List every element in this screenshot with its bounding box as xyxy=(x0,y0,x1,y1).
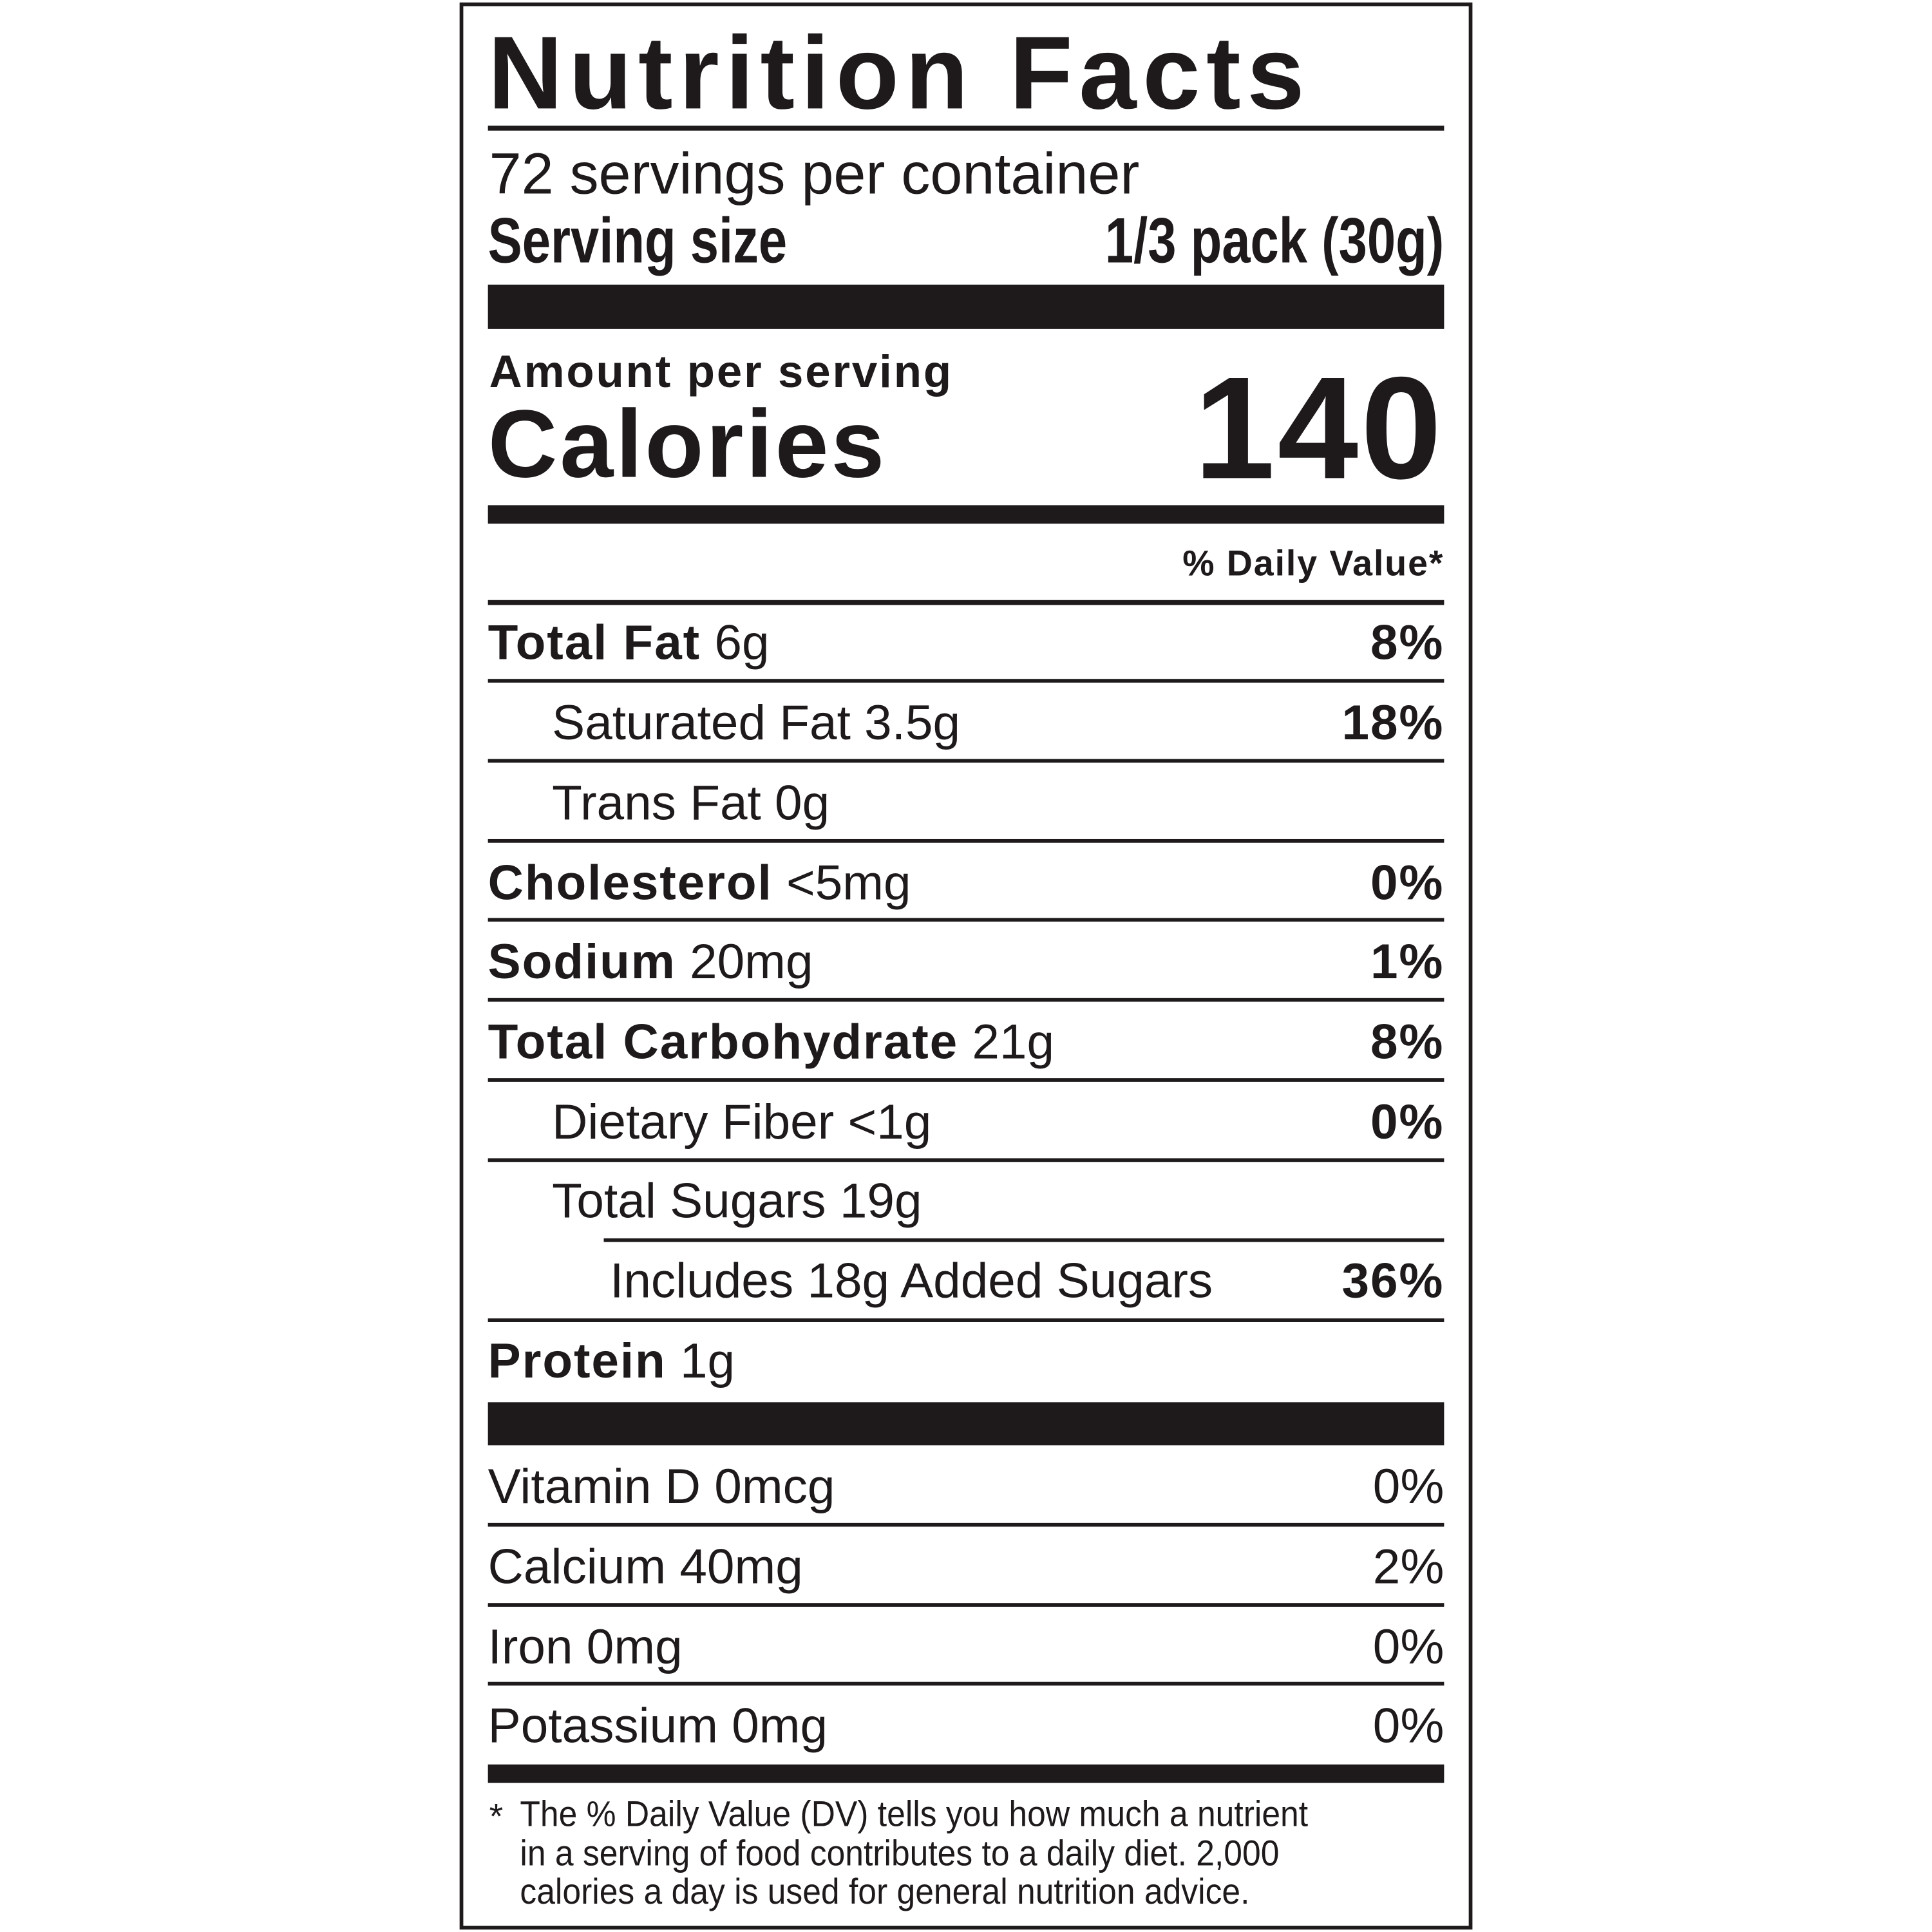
footnote-line: calories a day is used for general nutri… xyxy=(520,1873,1444,1913)
vitamin-name: Calcium 40mg xyxy=(488,1539,803,1594)
divider xyxy=(488,126,1444,131)
vitamin-row-vitamin-d: Vitamin D 0mcg 0% xyxy=(488,1457,1444,1519)
vitamin-row-potassium: Potassium 0mg 0% xyxy=(488,1696,1444,1757)
vitamin-name: Iron 0mg xyxy=(488,1620,683,1674)
nutrient-row-sodium: Sodium 20mg 1% xyxy=(488,931,1444,993)
nutrient-amount: 20mg xyxy=(690,934,813,989)
divider xyxy=(488,838,1444,843)
nutrient-name: Trans Fat 0g xyxy=(552,775,830,830)
nutrient-name: Protein xyxy=(488,1334,667,1388)
divider xyxy=(488,679,1444,683)
vitamin-row-calcium: Calcium 40mg 2% xyxy=(488,1537,1444,1598)
divider xyxy=(603,1238,1444,1242)
nutrient-name: Includes 18g Added Sugars xyxy=(610,1253,1213,1308)
divider xyxy=(488,918,1444,922)
footnote-asterisk: * xyxy=(489,1797,504,1837)
divider xyxy=(488,998,1444,1002)
footnote-text: calories a day is used for general nutri… xyxy=(520,1873,1250,1913)
vitamin-dv: 0% xyxy=(1372,1698,1444,1753)
divider xyxy=(488,1603,1444,1607)
vitamin-dv: 0% xyxy=(1372,1620,1444,1674)
footnote: The % Daily Value (DV) tells you how muc… xyxy=(520,1795,1444,1913)
nutrient-name: Total Fat xyxy=(488,615,701,670)
divider xyxy=(488,600,1444,605)
nutrient-row-total-sugars: Total Sugars 19g xyxy=(488,1171,1444,1233)
divider xyxy=(488,1158,1444,1162)
label-border xyxy=(459,2,1473,1930)
divider xyxy=(488,1522,1444,1527)
nutrient-name: Total Sugars 19g xyxy=(552,1173,922,1228)
amount-per-serving: Amount per serving xyxy=(489,346,953,397)
nutrient-dv: 36% xyxy=(1341,1253,1444,1308)
nutrient-amount: 21g xyxy=(972,1014,1055,1069)
nutrient-amount: 1g xyxy=(679,1334,735,1388)
servings-per-container: 72 servings per container xyxy=(489,140,1140,206)
serving-size-row: Serving size 1/3 pack (30g) xyxy=(488,207,1444,276)
nutrient-row-added-sugars: Includes 18g Added Sugars 36% xyxy=(488,1251,1444,1312)
divider xyxy=(488,1078,1444,1082)
footnote-line: in a serving of food contributes to a da… xyxy=(520,1835,1444,1874)
nutrient-dv: 0% xyxy=(1370,855,1444,910)
nutrient-name: Total Carbohydrate xyxy=(488,1014,959,1069)
nutrient-row-trans-fat: Trans Fat 0g xyxy=(488,773,1444,835)
nutrient-dv: 18% xyxy=(1341,696,1444,750)
vitamin-name: Vitamin D 0mcg xyxy=(488,1459,835,1514)
nutrient-row-saturated-fat: Saturated Fat 3.5g 18% xyxy=(488,692,1444,754)
vitamin-name: Potassium 0mg xyxy=(488,1698,828,1753)
footnote-text: The % Daily Value (DV) tells you how muc… xyxy=(520,1795,1309,1835)
divider xyxy=(488,1318,1444,1322)
nutrient-amount: 6g xyxy=(714,615,770,670)
footnote-text: in a serving of food contributes to a da… xyxy=(520,1833,1280,1874)
nutrient-row-total-fat: Total Fat 6g 8% xyxy=(488,612,1444,674)
nutrient-name: Sodium xyxy=(488,934,676,989)
medium-divider xyxy=(488,505,1444,524)
nutrient-amount: <5mg xyxy=(786,855,911,910)
thick-divider xyxy=(488,284,1444,329)
vitamin-dv: 2% xyxy=(1372,1539,1444,1594)
label-title: Nutrition Facts xyxy=(488,14,1311,131)
nutrient-row-cholesterol: Cholesterol <5mg 0% xyxy=(488,853,1444,914)
calories-value: 140 xyxy=(1194,347,1444,511)
nutrient-dv: 1% xyxy=(1370,934,1444,989)
nutrient-dv: 8% xyxy=(1370,615,1444,670)
divider xyxy=(488,1681,1444,1686)
nutrient-name: Saturated Fat 3.5g xyxy=(552,696,961,750)
nutrient-name: Cholesterol xyxy=(488,855,773,910)
thick-divider xyxy=(488,1402,1444,1446)
vitamin-dv: 0% xyxy=(1372,1459,1444,1514)
nutrient-row-dietary-fiber: Dietary Fiber <1g 0% xyxy=(488,1092,1444,1153)
nutrient-dv: 0% xyxy=(1370,1094,1444,1150)
calories-label: Calories xyxy=(488,389,887,498)
nutrient-dv: 8% xyxy=(1370,1014,1444,1069)
nutrient-name: Dietary Fiber <1g xyxy=(552,1094,932,1150)
nutrient-row-protein: Protein 1g xyxy=(488,1331,1444,1392)
divider xyxy=(488,759,1444,763)
serving-size-value: 1/3 pack (30g) xyxy=(1104,205,1444,278)
serving-size-label: Serving size xyxy=(488,205,788,278)
vitamin-row-iron: Iron 0mg 0% xyxy=(488,1616,1444,1678)
medium-divider xyxy=(488,1764,1444,1783)
footnote-line: The % Daily Value (DV) tells you how muc… xyxy=(520,1795,1444,1835)
daily-value-header: % Daily Value* xyxy=(1182,544,1444,584)
nutrient-row-total-carbohydrate: Total Carbohydrate 21g 8% xyxy=(488,1012,1444,1074)
